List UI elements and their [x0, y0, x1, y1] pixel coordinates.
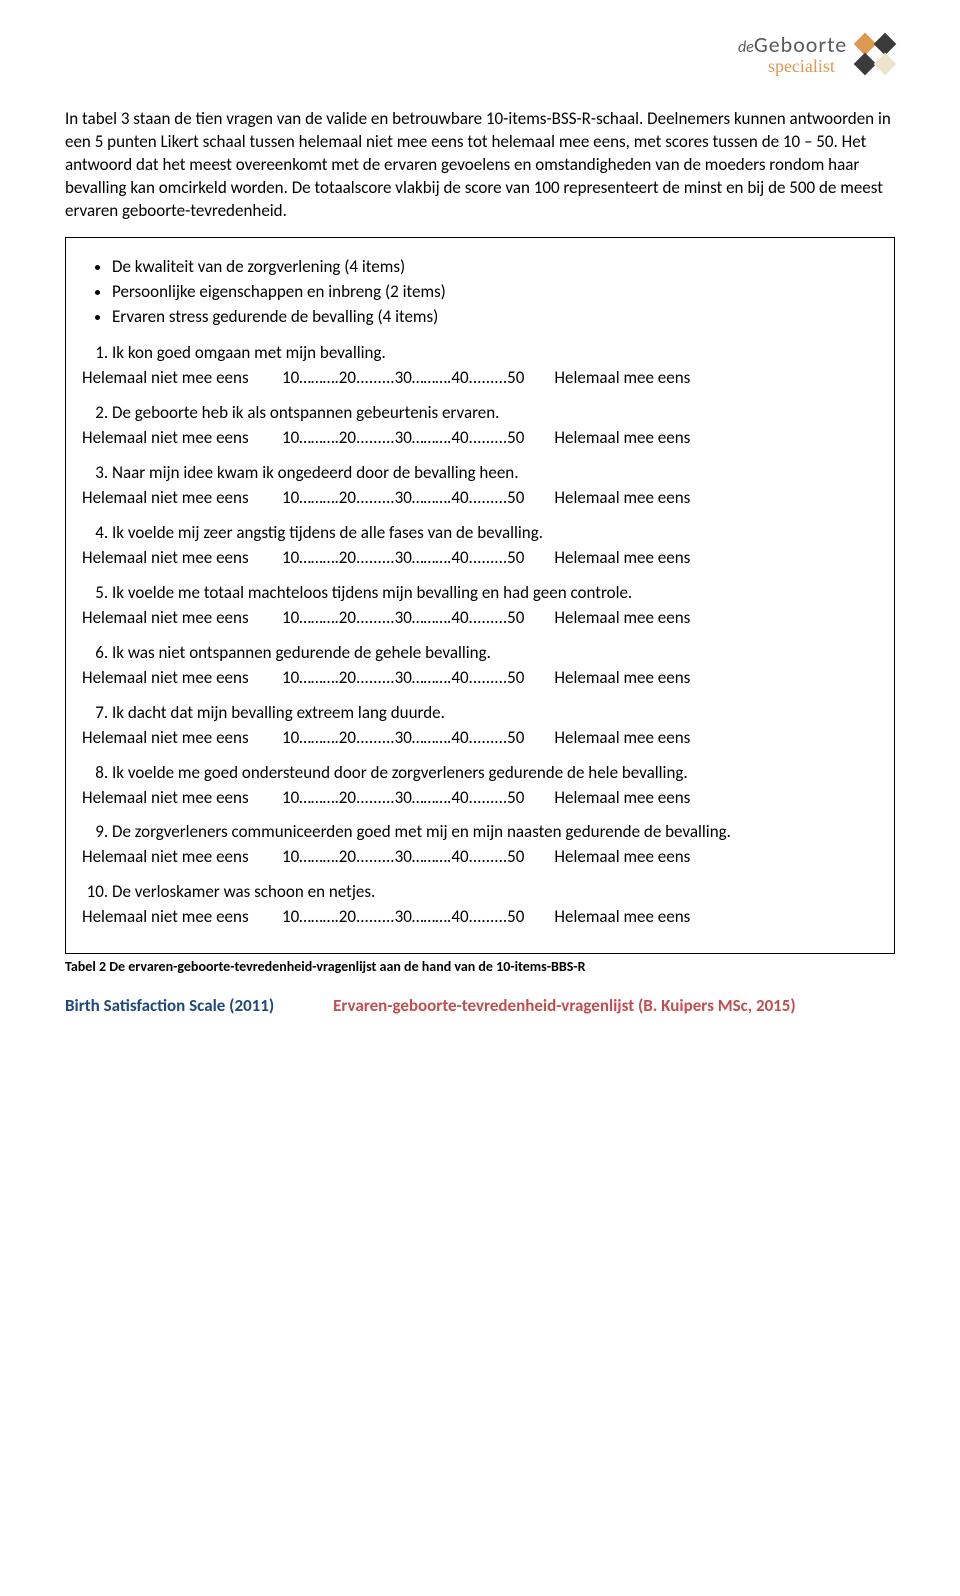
scale-right-label: Helemaal mee eens: [554, 846, 690, 869]
question-block: Ik was niet ontspannen gedurende de gehe…: [82, 642, 878, 690]
question-text: Ik kon goed omgaan met mijn bevalling.: [112, 342, 878, 365]
scale-row: Helemaal niet mee eens10……….20.........3…: [82, 487, 878, 510]
scale-right-label: Helemaal mee eens: [554, 607, 690, 630]
scale-right-label: Helemaal mee eens: [554, 667, 690, 690]
question-text: De geboorte heb ik als ontspannen gebeur…: [112, 402, 878, 425]
scale-numbers: 10……….20.........30……….40.........50: [282, 367, 524, 390]
scale-right-label: Helemaal mee eens: [554, 367, 690, 390]
question-text: Ik was niet ontspannen gedurende de gehe…: [112, 642, 878, 665]
subscale-item: De kwaliteit van de zorgverlening (4 ite…: [112, 256, 878, 279]
logo: deGeboorte specialist: [65, 30, 895, 78]
scale-left-label: Helemaal niet mee eens: [82, 367, 282, 390]
question-block: Naar mijn idee kwam ik ongedeerd door de…: [82, 462, 878, 510]
scale-row: Helemaal niet mee eens10……….20.........3…: [82, 547, 878, 570]
scale-right-label: Helemaal mee eens: [554, 906, 690, 929]
scale-numbers: 10……….20.........30……….40.........50: [282, 906, 524, 929]
question-text: Ik voelde me goed ondersteund door de zo…: [112, 762, 878, 785]
question-text: De zorgverleners communiceerden goed met…: [112, 821, 878, 844]
intro-paragraph: In tabel 3 staan de tien vragen van de v…: [65, 108, 895, 223]
question-block: De geboorte heb ik als ontspannen gebeur…: [82, 402, 878, 450]
question-block: Ik voelde me totaal machteloos tijdens m…: [82, 582, 878, 630]
scale-row: Helemaal niet mee eens10……….20.........3…: [82, 367, 878, 390]
scale-row: Helemaal niet mee eens10……….20.........3…: [82, 906, 878, 929]
logo-squares-icon: [855, 34, 895, 74]
scale-right-label: Helemaal mee eens: [554, 727, 690, 750]
scale-right-label: Helemaal mee eens: [554, 787, 690, 810]
table-caption: Tabel 2 De ervaren-geboorte-tevredenheid…: [65, 958, 895, 977]
subscale-item: Persoonlijke eigenschappen en inbreng (2…: [112, 281, 878, 304]
question-block: Ik voelde mij zeer angstig tijdens de al…: [82, 522, 878, 570]
scale-numbers: 10……….20.........30……….40.........50: [282, 727, 524, 750]
scale-left-label: Helemaal niet mee eens: [82, 906, 282, 929]
question-block: Ik kon goed omgaan met mijn bevalling.He…: [82, 342, 878, 390]
subscales-list: De kwaliteit van de zorgverlening (4 ite…: [112, 256, 878, 329]
scale-left-label: Helemaal niet mee eens: [82, 427, 282, 450]
scale-row: Helemaal niet mee eens10……….20.........3…: [82, 787, 878, 810]
question-block: De verloskamer was schoon en netjes.Hele…: [82, 881, 878, 929]
scale-row: Helemaal niet mee eens10……….20.........3…: [82, 727, 878, 750]
scale-numbers: 10……….20.........30……….40.........50: [282, 846, 524, 869]
scale-left-label: Helemaal niet mee eens: [82, 846, 282, 869]
question-text: Ik voelde mij zeer angstig tijdens de al…: [112, 522, 878, 545]
scale-row: Helemaal niet mee eens10……….20.........3…: [82, 607, 878, 630]
question-block: Ik voelde me goed ondersteund door de zo…: [82, 762, 878, 810]
scale-left-label: Helemaal niet mee eens: [82, 487, 282, 510]
scale-row: Helemaal niet mee eens10……….20.........3…: [82, 846, 878, 869]
scale-left-label: Helemaal niet mee eens: [82, 667, 282, 690]
scale-numbers: 10……….20.........30……….40.........50: [282, 547, 524, 570]
scale-left-label: Helemaal niet mee eens: [82, 607, 282, 630]
scale-numbers: 10……….20.........30……….40.........50: [282, 487, 524, 510]
question-block: Ik dacht dat mijn bevalling extreem lang…: [82, 702, 878, 750]
scale-row: Helemaal niet mee eens10……….20.........3…: [82, 427, 878, 450]
page-footer: Birth Satisfaction Scale (2011) Ervaren-…: [65, 995, 895, 1018]
question-text: De verloskamer was schoon en netjes.: [112, 881, 878, 904]
subscale-item: Ervaren stress gedurende de bevalling (4…: [112, 306, 878, 329]
scale-numbers: 10……….20.........30……….40.........50: [282, 667, 524, 690]
scale-row: Helemaal niet mee eens10……….20.........3…: [82, 667, 878, 690]
question-text: Ik voelde me totaal machteloos tijdens m…: [112, 582, 878, 605]
scale-left-label: Helemaal niet mee eens: [82, 787, 282, 810]
question-block: De zorgverleners communiceerden goed met…: [82, 821, 878, 869]
question-text: Ik dacht dat mijn bevalling extreem lang…: [112, 702, 878, 725]
logo-de: de: [738, 38, 754, 57]
scale-right-label: Helemaal mee eens: [554, 487, 690, 510]
questionnaire-box: De kwaliteit van de zorgverlening (4 ite…: [65, 237, 895, 955]
scale-numbers: 10……….20.........30……….40.........50: [282, 787, 524, 810]
question-text: Naar mijn idee kwam ik ongedeerd door de…: [112, 462, 878, 485]
footer-left: Birth Satisfaction Scale (2011): [65, 995, 274, 1018]
scale-numbers: 10……….20.........30……….40.........50: [282, 607, 524, 630]
scale-right-label: Helemaal mee eens: [554, 427, 690, 450]
footer-right: Ervaren-geboorte-tevredenheid-vragenlijs…: [333, 995, 796, 1018]
scale-numbers: 10……….20.........30……….40.........50: [282, 427, 524, 450]
scale-left-label: Helemaal niet mee eens: [82, 547, 282, 570]
scale-left-label: Helemaal niet mee eens: [82, 727, 282, 750]
scale-right-label: Helemaal mee eens: [554, 547, 690, 570]
